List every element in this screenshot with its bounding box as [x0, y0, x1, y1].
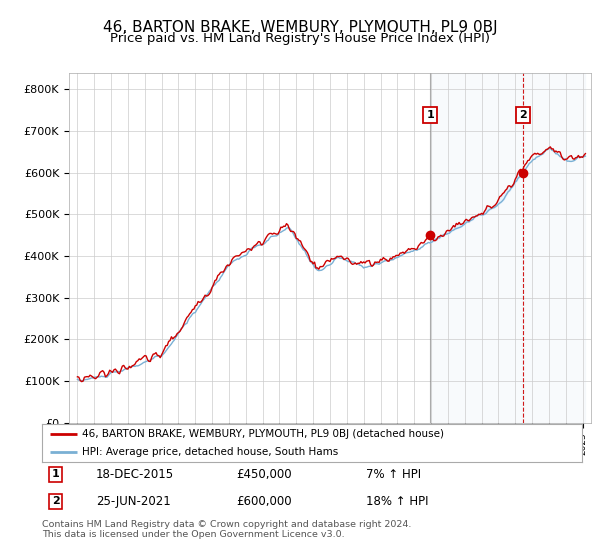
- Text: 25-JUN-2021: 25-JUN-2021: [96, 494, 171, 507]
- Text: Contains HM Land Registry data © Crown copyright and database right 2024.
This d: Contains HM Land Registry data © Crown c…: [42, 520, 412, 539]
- Text: 2: 2: [520, 110, 527, 120]
- Text: 18% ↑ HPI: 18% ↑ HPI: [366, 494, 428, 507]
- Text: 18-DEC-2015: 18-DEC-2015: [96, 468, 174, 481]
- Text: 1: 1: [427, 110, 434, 120]
- Text: £450,000: £450,000: [236, 468, 292, 481]
- Text: 1: 1: [52, 469, 59, 479]
- Text: Price paid vs. HM Land Registry's House Price Index (HPI): Price paid vs. HM Land Registry's House …: [110, 32, 490, 45]
- Text: 46, BARTON BRAKE, WEMBURY, PLYMOUTH, PL9 0BJ (detached house): 46, BARTON BRAKE, WEMBURY, PLYMOUTH, PL9…: [83, 429, 445, 439]
- Text: HPI: Average price, detached house, South Hams: HPI: Average price, detached house, Sout…: [83, 447, 339, 457]
- Text: 2: 2: [52, 496, 59, 506]
- Text: 46, BARTON BRAKE, WEMBURY, PLYMOUTH, PL9 0BJ: 46, BARTON BRAKE, WEMBURY, PLYMOUTH, PL9…: [103, 20, 497, 35]
- Text: £600,000: £600,000: [236, 494, 292, 507]
- Text: 7% ↑ HPI: 7% ↑ HPI: [366, 468, 421, 481]
